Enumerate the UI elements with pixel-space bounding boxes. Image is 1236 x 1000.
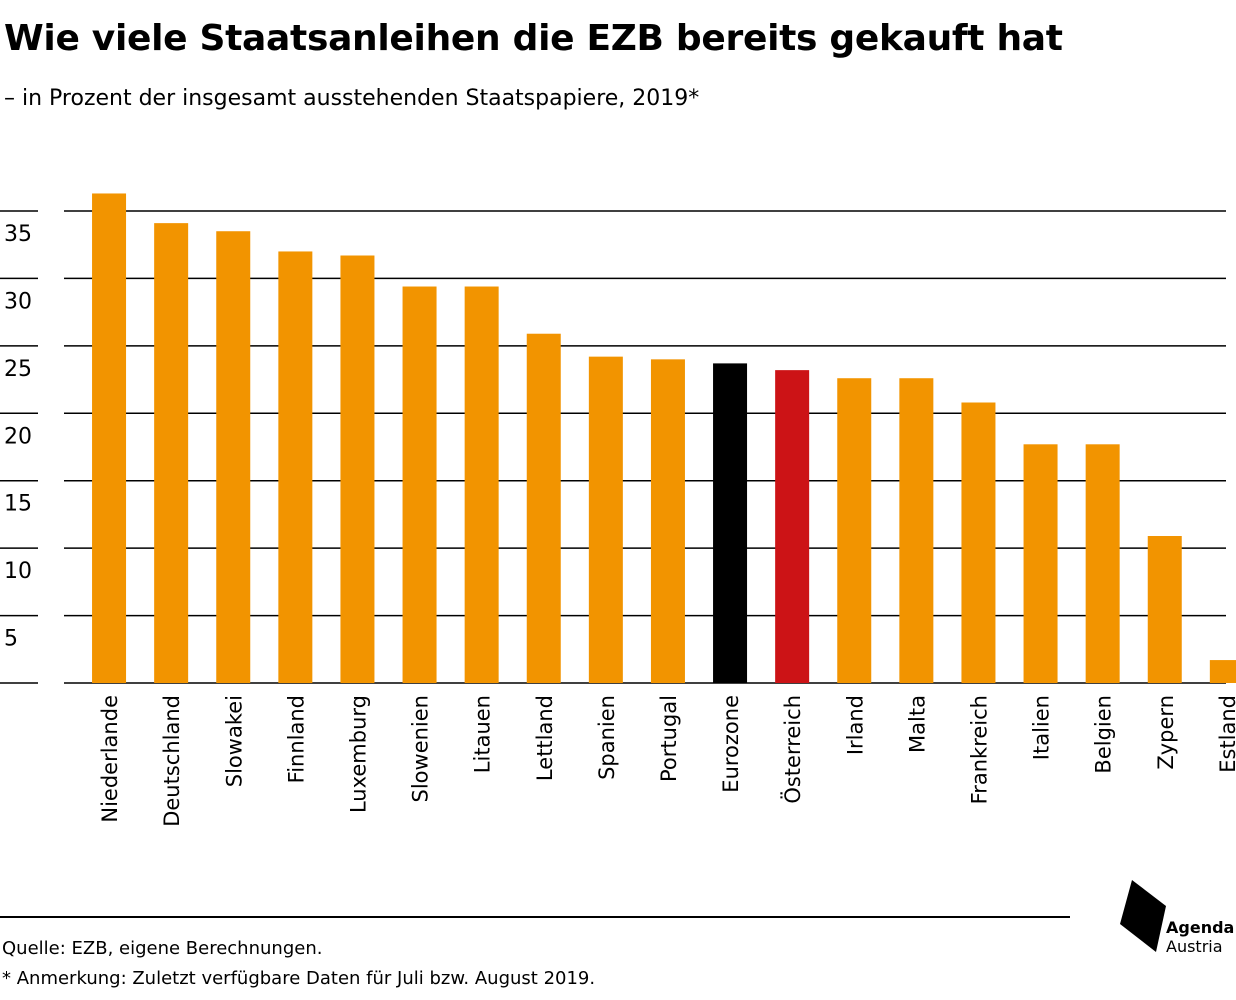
bar bbox=[899, 378, 934, 683]
footnote: * Anmerkung: Zuletzt verfügbare Daten fü… bbox=[2, 968, 596, 989]
y-tick-label: 30 bbox=[4, 289, 32, 314]
bar bbox=[1209, 660, 1236, 683]
y-tick-label: 20 bbox=[4, 424, 32, 449]
x-tick-label: Italien bbox=[1030, 695, 1054, 760]
y-tick-label: 35 bbox=[4, 222, 32, 247]
x-tick-label: Österreich bbox=[780, 695, 805, 804]
bars bbox=[92, 193, 1236, 683]
x-tick-label: Malta bbox=[905, 695, 929, 753]
x-tick-label: Estland bbox=[1216, 695, 1236, 773]
x-tick-label: Lettland bbox=[533, 695, 557, 781]
bar bbox=[402, 286, 437, 683]
bar bbox=[216, 231, 251, 683]
logo-text-austria: Austria bbox=[1166, 937, 1223, 956]
footer-divider bbox=[0, 916, 1070, 918]
bar-chart: 5 10 15 20 25 30 35 Niederlande Deutschland Slow… bbox=[0, 193, 1236, 827]
bar bbox=[713, 363, 748, 683]
x-tick-label: Belgien bbox=[1092, 695, 1116, 774]
x-tick-label: Finnland bbox=[284, 695, 308, 783]
x-tick-label: Spanien bbox=[595, 695, 619, 780]
x-tick-label: Niederlande bbox=[98, 695, 122, 823]
bar bbox=[154, 223, 189, 683]
chart-subtitle: – in Prozent der insgesamt ausstehenden … bbox=[4, 86, 700, 111]
x-tick-label: Zypern bbox=[1154, 695, 1178, 770]
x-tick-label: Litauen bbox=[471, 695, 495, 773]
logo-mark-icon bbox=[1120, 880, 1166, 952]
x-tick-label: Portugal bbox=[657, 695, 681, 782]
bar bbox=[775, 370, 810, 683]
x-tick-label: Luxemburg bbox=[346, 695, 370, 813]
agenda-austria-logo: Agenda Austria bbox=[1118, 878, 1236, 958]
bar bbox=[526, 333, 561, 683]
x-tick-label: Frankreich bbox=[967, 695, 991, 804]
bar bbox=[588, 356, 623, 683]
y-axis: 5 10 15 20 25 30 35 bbox=[4, 222, 32, 652]
x-tick-label: Irland bbox=[843, 695, 867, 755]
bar bbox=[837, 378, 872, 683]
bar bbox=[1023, 444, 1058, 683]
x-axis: Niederlande Deutschland Slowakei Finnland Lu… bbox=[98, 695, 1236, 827]
x-tick-label: Slowakei bbox=[222, 695, 246, 787]
bar bbox=[1147, 536, 1182, 683]
y-tick-label: 15 bbox=[4, 492, 32, 517]
bar bbox=[464, 286, 499, 683]
x-tick-label: Slowenien bbox=[409, 695, 433, 802]
bar bbox=[92, 193, 127, 683]
source-note: Quelle: EZB, eigene Berechnungen. bbox=[2, 938, 323, 959]
x-tick-label: Deutschland bbox=[160, 695, 184, 827]
chart-title: Wie viele Staatsanleihen die EZB bereits… bbox=[4, 18, 1063, 59]
logo-text-agenda: Agenda bbox=[1166, 918, 1235, 937]
y-tick-label: 10 bbox=[4, 559, 32, 584]
bar bbox=[278, 251, 313, 683]
y-tick-label: 25 bbox=[4, 357, 32, 382]
bar bbox=[340, 255, 375, 683]
bar bbox=[961, 402, 996, 683]
y-tick-label: 5 bbox=[4, 627, 18, 652]
bar bbox=[1085, 444, 1120, 683]
x-tick-label: Eurozone bbox=[719, 695, 743, 793]
bar bbox=[650, 359, 685, 683]
